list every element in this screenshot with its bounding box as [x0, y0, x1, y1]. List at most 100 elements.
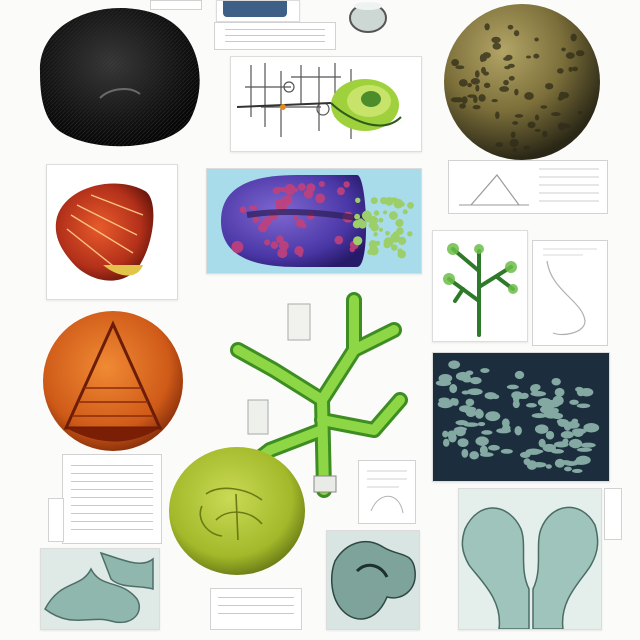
coral-polyp	[469, 451, 479, 460]
cell-dot	[349, 246, 355, 253]
coral-polyp	[568, 438, 583, 449]
olive-spot	[513, 30, 520, 37]
leaf-bud	[385, 230, 390, 236]
glass-vial	[344, 0, 392, 34]
coral-polyp	[459, 405, 472, 413]
leaf-bud	[383, 240, 391, 249]
coral-polyp	[531, 449, 544, 454]
leaf-bud	[364, 214, 373, 223]
coral-polyp	[484, 392, 497, 400]
olive-spot	[461, 96, 468, 104]
olive-spot	[509, 138, 519, 147]
cell-dot	[258, 222, 268, 233]
olive-spot	[484, 23, 490, 31]
leaf-bud	[392, 197, 398, 203]
leaf-bud	[353, 236, 363, 246]
olive-spot	[475, 84, 480, 92]
cell-dot	[280, 187, 286, 193]
olive-spot	[542, 130, 548, 138]
coral-polyp	[485, 411, 501, 422]
coral-polyp	[438, 373, 453, 383]
leaf-bud	[378, 217, 384, 223]
coral-polyp	[525, 403, 537, 408]
coral-polyp	[514, 425, 522, 436]
olive-spot	[478, 94, 486, 102]
coral-polyp	[469, 376, 482, 385]
leaf-bud	[372, 217, 379, 224]
specimen-olive-sphere	[438, 0, 606, 162]
coral-polyp	[530, 384, 539, 393]
coral-polyp	[511, 391, 523, 400]
leaf-bud	[400, 201, 405, 207]
cell-dot	[293, 188, 298, 193]
olive-spot	[514, 114, 524, 118]
coral-polyp	[457, 438, 469, 447]
cell-dot	[318, 181, 325, 188]
olive-spot	[568, 66, 573, 72]
coral-polyp	[545, 464, 552, 469]
specimen-card-green-fern	[432, 230, 528, 342]
coral-polyp	[467, 388, 483, 396]
coral-polyp	[465, 398, 475, 407]
coral-polyp	[563, 421, 572, 431]
olive-spot	[577, 110, 583, 115]
cell-dot	[303, 189, 314, 199]
specimen-card-coral-left	[40, 548, 160, 630]
olive-spot	[450, 97, 461, 103]
cell-dot	[252, 216, 260, 223]
coral-polyp	[560, 430, 574, 439]
cell-dot	[270, 241, 279, 249]
leaf-bud	[355, 197, 361, 203]
note-sheet-right	[532, 240, 608, 346]
coral-polyp	[523, 458, 531, 466]
specimen-card-coral-dark	[432, 352, 610, 482]
coral-polyp	[551, 377, 561, 386]
coral-polyp	[449, 384, 458, 394]
coral-polyp	[479, 445, 488, 456]
cell-dot	[315, 193, 326, 204]
olive-spot	[504, 65, 511, 70]
specimen-lime-sphere	[166, 444, 308, 578]
olive-spot	[557, 68, 564, 74]
olive-spot	[534, 114, 540, 121]
coral-polyp	[540, 405, 555, 414]
olive-spot	[526, 92, 531, 96]
olive-spot	[499, 86, 510, 92]
olive-spot	[467, 94, 477, 98]
cell-dot	[263, 216, 272, 225]
olive-spot	[451, 58, 460, 67]
olive-spot	[491, 99, 498, 103]
coral-polyp	[538, 438, 546, 448]
leaf-bud	[398, 236, 407, 245]
olive-spot	[503, 56, 512, 61]
leaf-bud	[391, 244, 398, 251]
coral-polyp	[461, 390, 470, 395]
coral-polyp	[477, 421, 486, 427]
coral-polyp	[506, 384, 519, 390]
olive-spot	[512, 147, 517, 153]
coral-polyp	[575, 455, 591, 465]
coral-polyp	[552, 395, 564, 406]
olive-spot	[472, 105, 481, 110]
olive-spot	[526, 55, 532, 59]
leaf-bud	[354, 213, 361, 220]
olive-spot	[508, 75, 515, 81]
olive-spot	[474, 70, 480, 78]
leaf-bud	[402, 209, 408, 215]
coral-polyp	[519, 451, 531, 458]
note-sheet-far-right	[604, 488, 622, 540]
cell-dot	[252, 205, 258, 211]
coral-polyp	[475, 408, 482, 414]
coral-polyp	[571, 468, 583, 473]
coral-polyp	[442, 430, 449, 438]
coral-polyp	[572, 428, 587, 434]
coral-polyp	[442, 438, 450, 447]
coral-polyp	[500, 448, 513, 454]
specimen-card-red-shell	[46, 164, 178, 300]
cell-dot	[343, 181, 350, 188]
olive-spot	[561, 47, 566, 52]
olive-spot	[565, 52, 575, 59]
coral-polyp	[502, 424, 511, 432]
cell-dot	[293, 215, 298, 220]
cell-dot	[282, 194, 293, 206]
